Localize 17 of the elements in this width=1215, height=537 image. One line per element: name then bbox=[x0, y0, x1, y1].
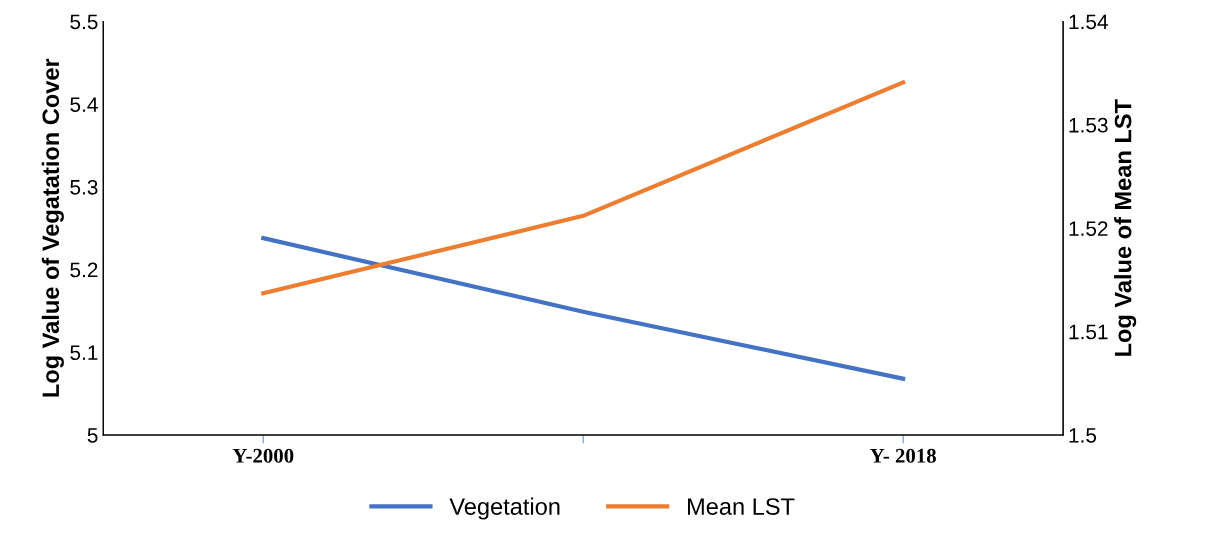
y-tick-label: 5 bbox=[87, 428, 98, 443]
y-tick-label: 5.3 bbox=[70, 179, 98, 195]
x-tick-label: Y- 2018 bbox=[870, 448, 936, 463]
y-tick-label: 5.1 bbox=[70, 345, 98, 361]
legend-label: Mean LST bbox=[688, 498, 795, 515]
y2-tick-label: 1.51 bbox=[1069, 324, 1108, 340]
y2-tick-label: 1.53 bbox=[1069, 117, 1108, 133]
y2-tick-label: 1.52 bbox=[1069, 221, 1108, 236]
y-tick-label: 5.4 bbox=[70, 97, 98, 112]
y-tick-label: 5.2 bbox=[70, 262, 98, 278]
y-tick-label: 5.5 bbox=[70, 14, 98, 30]
legend-label: Vegetation bbox=[449, 497, 560, 520]
y2-tick-label: 1.5 bbox=[1069, 428, 1097, 443]
x-tick-label: Y-2000 bbox=[232, 448, 294, 463]
y2-axis-title: Log Value of Mean LST bbox=[1114, 99, 1137, 356]
y2-tick-label: 1.54 bbox=[1069, 14, 1108, 30]
y-axis-title: Log Value of Vegatation Cover bbox=[41, 58, 64, 397]
